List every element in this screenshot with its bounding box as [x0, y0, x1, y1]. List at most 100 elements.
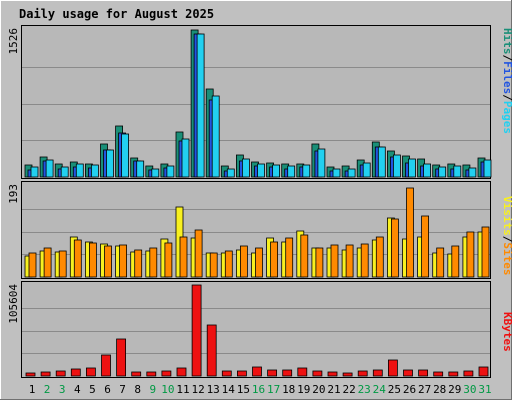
hits-ymax-label: 1526 [7, 28, 20, 55]
x-tick-label: 24 [373, 383, 387, 396]
x-tick-label: 30 [463, 383, 476, 396]
bar-kbytes-day-6 [101, 354, 111, 377]
bar-sites-day-9 [149, 247, 158, 278]
x-tick-label: 19 [297, 383, 310, 396]
bar-kbytes-day-31 [478, 366, 489, 377]
x-tick-label: 25 [388, 383, 401, 396]
bar-pages-day-20 [317, 148, 326, 178]
bar-kbytes-day-23 [357, 370, 368, 377]
bar-kbytes-day-21 [327, 371, 338, 377]
bars-layer [24, 29, 492, 377]
bar-kbytes-day-29 [448, 371, 459, 377]
bar-pages-day-28 [438, 166, 447, 178]
bar-pages-day-30 [468, 167, 477, 178]
legend-middle: Visits/Sites [501, 196, 512, 276]
grid-lines [22, 67, 490, 354]
x-tick-label: 27 [418, 383, 431, 396]
bar-sites-day-18 [285, 237, 294, 278]
panel-kbytes-frame [21, 281, 491, 378]
bar-sites-day-13 [209, 252, 218, 278]
bar-kbytes-day-4 [70, 368, 81, 377]
x-tick-label: 8 [134, 383, 141, 396]
bar-kbytes-day-7 [116, 338, 126, 377]
bar-kbytes-day-11 [176, 367, 187, 377]
bar-sites-day-19 [300, 234, 309, 278]
bar-kbytes-day-25 [387, 359, 398, 377]
bar-kbytes-day-3 [55, 370, 66, 377]
bar-sites-day-8 [134, 249, 143, 278]
bar-pages-day-7 [121, 133, 129, 178]
x-tick-labels: 1 2 3 4 5 6 7 8 9 10 11 12 13 14 15 16 17 18 19 20 21 22 23 24 2… [29, 383, 492, 396]
bar-pages-day-31 [483, 159, 492, 178]
bar-sites-day-16 [255, 247, 263, 278]
bar-pages-day-15 [241, 158, 250, 178]
kbytes-ymax-label: 105604 [7, 284, 20, 324]
bar-sites-day-11 [179, 236, 188, 278]
bar-sites-day-7 [119, 244, 127, 278]
bar-sites-day-17 [270, 241, 279, 278]
bar-kbytes-day-15 [236, 370, 247, 377]
bar-pages-day-8 [136, 160, 145, 178]
bar-kbytes-day-27 [418, 369, 429, 377]
bar-kbytes-day-12 [191, 284, 202, 377]
legend-visits: Visits [501, 196, 512, 236]
bar-pages-day-17 [272, 164, 281, 178]
x-tick-label: 13 [207, 383, 220, 396]
bar-kbytes-day-22 [342, 372, 353, 377]
x-tick-label: 29 [448, 383, 461, 396]
bar-sites-day-14 [224, 250, 233, 278]
bar-sites-day-21 [330, 244, 339, 278]
bar-pages-day-2 [45, 159, 54, 178]
bar-sites-day-31 [481, 226, 490, 278]
bar-sites-day-24 [375, 236, 384, 278]
bar-kbytes-day-2 [40, 371, 51, 377]
legend-bottom: KBytes [501, 312, 512, 352]
bar-sites-day-27 [421, 215, 430, 278]
bar-kbytes-day-5 [86, 367, 96, 377]
legend-kbytes: KBytes [501, 312, 512, 352]
x-tick-label: 31 [478, 383, 491, 396]
bar-pages-day-24 [377, 146, 386, 178]
x-tick-label: 2 [44, 383, 51, 396]
bar-kbytes-day-8 [131, 371, 142, 377]
bar-pages-day-1 [30, 166, 39, 178]
bar-sites-day-22 [345, 244, 354, 278]
bar-pages-day-18 [287, 165, 296, 178]
bar-kbytes-day-1 [25, 372, 36, 377]
x-tick-label: 28 [433, 383, 446, 396]
bar-sites-day-5 [89, 242, 97, 278]
bar-pages-day-22 [347, 168, 356, 178]
bar-kbytes-day-18 [282, 369, 293, 377]
bar-pages-day-4 [75, 163, 84, 178]
bar-kbytes-day-10 [161, 370, 172, 377]
x-tick-label: 15 [237, 383, 250, 396]
bar-kbytes-day-9 [146, 371, 157, 377]
bar-sites-day-12 [194, 229, 203, 278]
bar-kbytes-day-14 [221, 370, 232, 377]
bar-sites-day-23 [360, 243, 369, 278]
x-tick-label: 20 [312, 383, 325, 396]
bar-kbytes-day-17 [267, 369, 278, 377]
legend-pages: Pages [501, 101, 512, 134]
bar-kbytes-day-28 [433, 371, 444, 377]
x-tick-label: 12 [191, 383, 204, 396]
bar-sites-day-25 [390, 218, 399, 278]
legend-files: Files [501, 61, 512, 94]
bar-pages-day-9 [151, 168, 160, 178]
bar-pages-day-29 [453, 165, 462, 178]
bar-kbytes-day-19 [297, 367, 308, 377]
x-tick-label: 14 [222, 383, 236, 396]
x-tick-label: 18 [282, 383, 295, 396]
bar-sites-day-28 [436, 247, 445, 278]
bar-sites-day-15 [239, 245, 248, 278]
x-tick-label: 5 [89, 383, 96, 396]
bar-pages-day-26 [408, 158, 416, 178]
x-tick-label: 21 [327, 383, 340, 396]
legend-sites: Sites [501, 242, 512, 275]
bar-pages-day-12 [196, 33, 205, 178]
bar-pages-day-23 [362, 162, 371, 178]
x-tick-label: 23 [358, 383, 371, 396]
bar-sites-day-10 [164, 242, 173, 278]
panel-hits-frame [21, 25, 491, 179]
bar-kbytes-day-16 [252, 366, 262, 377]
